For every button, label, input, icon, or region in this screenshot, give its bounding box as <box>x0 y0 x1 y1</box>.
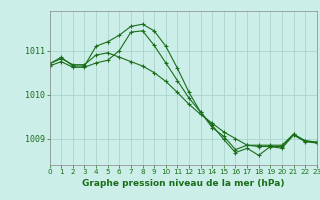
X-axis label: Graphe pression niveau de la mer (hPa): Graphe pression niveau de la mer (hPa) <box>82 179 284 188</box>
